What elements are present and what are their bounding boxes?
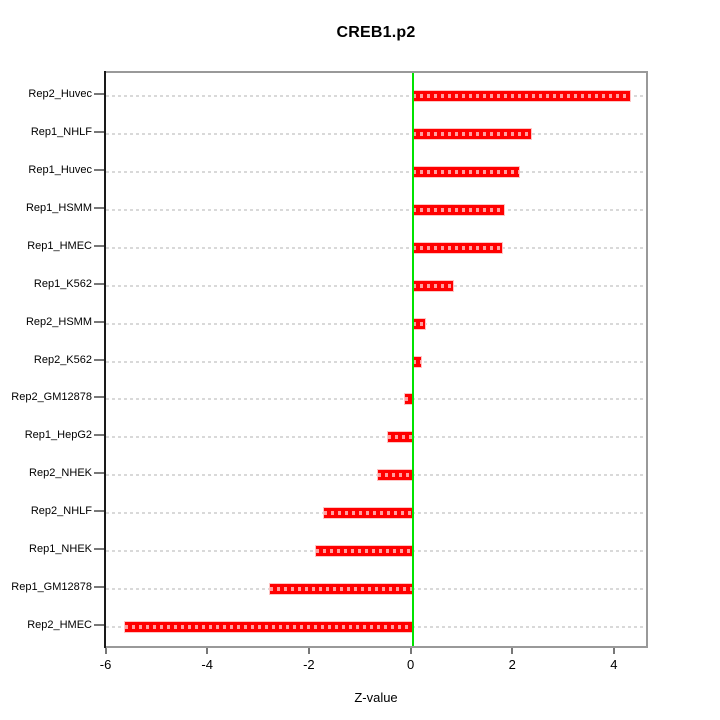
zero-line	[411, 73, 414, 646]
y-tick	[94, 130, 104, 133]
bar	[412, 356, 422, 367]
gridline	[106, 398, 646, 401]
gridline	[106, 436, 646, 439]
category-label: Rep1_Huvec	[28, 163, 92, 176]
x-tick-label: 2	[508, 657, 516, 672]
bar	[412, 204, 505, 215]
y-tick	[94, 396, 104, 399]
category-label: Rep1_NHLF	[30, 125, 92, 138]
x-tick-label: -2	[303, 657, 315, 672]
y-tick	[94, 472, 104, 475]
category-label: Rep2_HMEC	[27, 619, 92, 632]
y-axis-line	[104, 71, 106, 648]
y-tick	[94, 624, 104, 627]
category-label: Rep2_K562	[33, 353, 92, 366]
x-axis-label: Z-value	[354, 690, 398, 705]
gridline	[106, 284, 646, 287]
category-label: Rep1_HMEC	[27, 239, 92, 252]
category-label: Rep2_Huvec	[28, 87, 92, 100]
category-label: Rep1_K562	[33, 277, 92, 290]
gridline	[106, 246, 646, 249]
gridline	[106, 474, 646, 477]
category-label: Rep1_GM12878	[11, 581, 92, 594]
category-label: Rep1_HepG2	[24, 429, 92, 442]
bar	[316, 546, 413, 557]
y-tick	[94, 244, 104, 247]
bar	[378, 470, 413, 481]
x-tick	[307, 648, 310, 654]
category-label: Rep2_NHEK	[29, 467, 92, 480]
gridline	[106, 322, 646, 325]
bar	[412, 128, 531, 139]
x-tick	[206, 648, 209, 654]
category-label: Rep2_HSMM	[25, 315, 92, 328]
y-tick	[94, 358, 104, 361]
y-tick	[94, 206, 104, 209]
bar	[412, 90, 630, 101]
y-tick	[94, 548, 104, 551]
gridline	[106, 208, 646, 211]
y-tick	[94, 510, 104, 513]
category-label: Rep1_NHEK	[29, 543, 92, 556]
y-tick	[94, 92, 104, 95]
x-tick-label: 0	[406, 657, 415, 672]
y-tick	[94, 168, 104, 171]
x-tick-label: 4	[610, 657, 618, 672]
x-tick-label: -4	[201, 657, 213, 672]
bar	[387, 432, 413, 443]
category-label: Rep2_NHLF	[30, 505, 92, 518]
bar	[412, 166, 520, 177]
gridline	[106, 360, 646, 363]
x-tick	[612, 648, 615, 654]
x-tick	[104, 648, 107, 654]
x-tick-label: -6	[99, 657, 112, 672]
y-tick	[94, 282, 104, 285]
y-tick	[94, 434, 104, 437]
bar	[412, 280, 454, 291]
y-tick	[94, 586, 104, 589]
y-tick	[94, 320, 104, 323]
bar	[324, 508, 414, 519]
gridline	[106, 170, 646, 173]
chart-title: CREB1.p2	[336, 24, 416, 41]
bar	[270, 584, 413, 595]
bar	[404, 394, 413, 405]
plot-area	[104, 71, 648, 648]
category-label: Rep1_HSMM	[25, 201, 92, 214]
bar	[412, 242, 503, 253]
x-tick	[409, 648, 412, 654]
gridline	[106, 132, 646, 135]
bar	[412, 318, 425, 329]
category-label: Rep2_GM12878	[11, 391, 92, 404]
gridline	[106, 94, 646, 97]
bar	[125, 622, 413, 633]
x-tick	[511, 648, 514, 654]
